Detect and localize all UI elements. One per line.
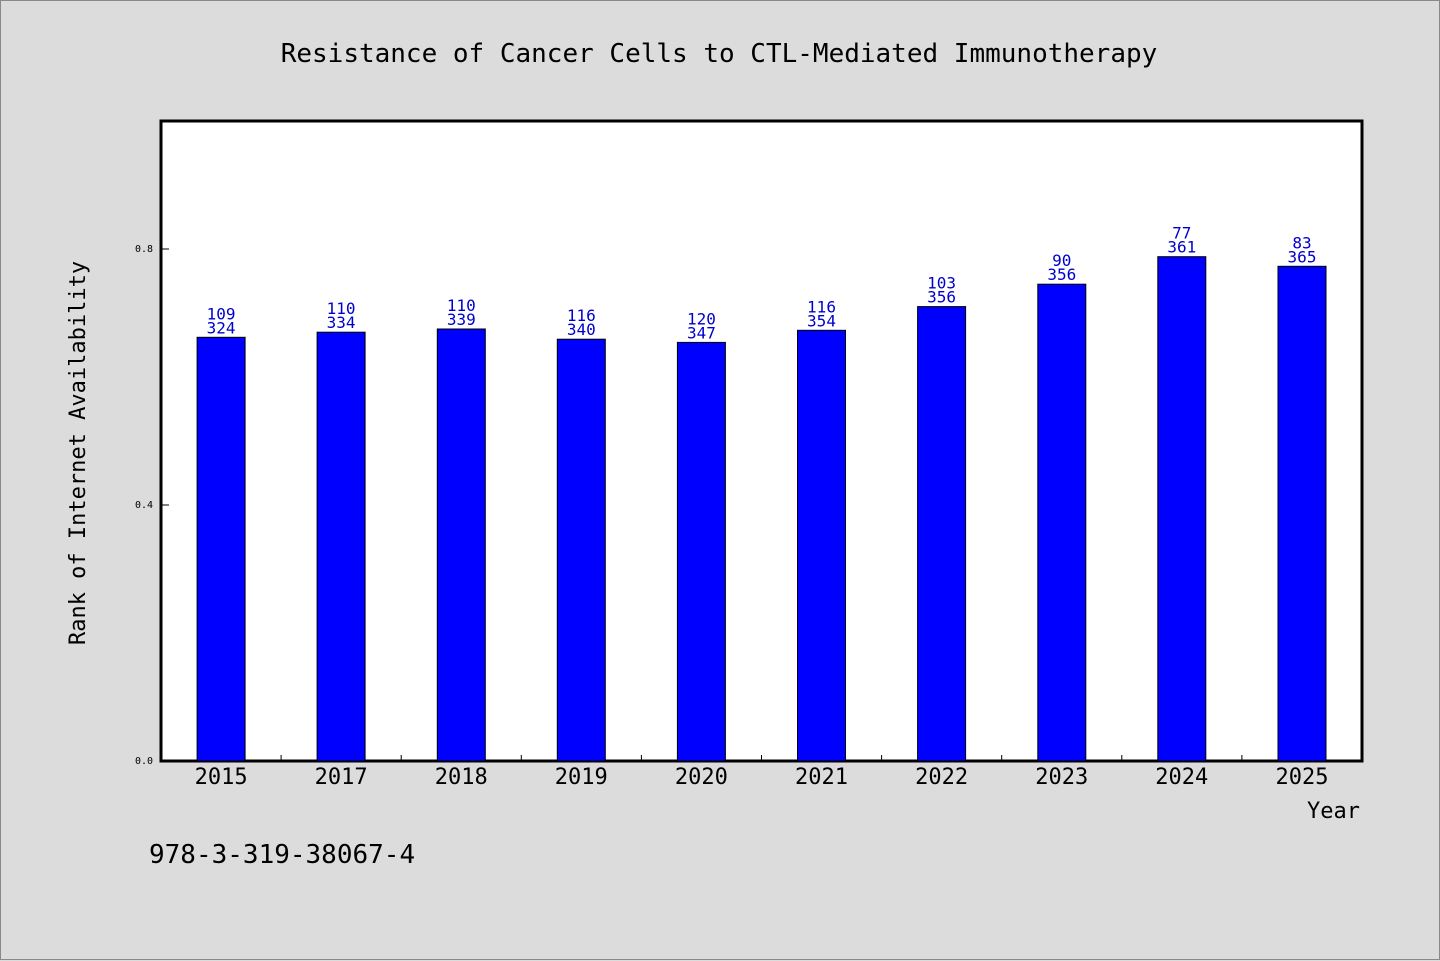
bars-group xyxy=(196,256,1327,762)
bar-label-top-2021: 116 xyxy=(807,297,836,316)
bar-2018 xyxy=(436,328,486,762)
chart-title: Resistance of Cancer Cells to CTL-Mediat… xyxy=(281,39,1158,69)
x-tick-label-2021: 2021 xyxy=(795,765,848,790)
bar-label-bottom-2015: 324 xyxy=(207,318,236,337)
y-tick-label-1: 0.4 xyxy=(135,500,153,511)
bar-label-bottom-2024: 361 xyxy=(1167,238,1196,257)
bar-2025 xyxy=(1277,265,1327,762)
bar-2022 xyxy=(917,306,967,762)
x-tick-label-2023: 2023 xyxy=(1035,765,1088,790)
x-tick-label-2024: 2024 xyxy=(1155,765,1208,790)
bar-label-bottom-2021: 354 xyxy=(807,311,836,330)
x-axis-label: Year xyxy=(1307,799,1360,824)
bar-label-top-2023: 90 xyxy=(1052,251,1071,270)
bar-label-bottom-2025: 365 xyxy=(1288,247,1317,266)
bar-2021 xyxy=(797,329,846,762)
bar-label-top-2018: 110 xyxy=(447,296,476,315)
y-axis-ticks: 0.0 0.4 0.8 xyxy=(135,244,169,767)
bar-label-bottom-2017: 334 xyxy=(327,313,356,332)
x-axis-ticks: 2015 2017 2018 2019 2020 2021 2022 2023 2024 2025 xyxy=(195,755,1329,790)
bar-label-top-2024: 77 xyxy=(1172,224,1191,243)
bar-label-top-2020: 120 xyxy=(687,309,716,328)
bar-label-bottom-2019: 340 xyxy=(567,320,596,339)
x-tick-label-2022: 2022 xyxy=(915,765,968,790)
y-axis-label: Rank of Internet Availability xyxy=(66,261,91,645)
x-tick-label-2020: 2020 xyxy=(675,765,728,790)
x-tick-label-2015: 2015 xyxy=(195,765,248,790)
bar-2017 xyxy=(316,331,366,762)
bar-label-top-2015: 109 xyxy=(207,304,236,323)
x-tick-label-2019: 2019 xyxy=(555,765,608,790)
bar-label-top-2025: 83 xyxy=(1292,233,1311,252)
bar-2024 xyxy=(1157,256,1207,762)
bar-label-top-2017: 110 xyxy=(327,299,356,318)
x-tick-label-2018: 2018 xyxy=(435,765,488,790)
bar-label-top-2019: 116 xyxy=(567,306,596,325)
bar-2023 xyxy=(1037,283,1087,762)
bar-label-bottom-2020: 347 xyxy=(687,323,716,342)
y-tick-label-0: 0.0 xyxy=(135,756,153,767)
bar-2019 xyxy=(556,338,606,762)
x-tick-label-2017: 2017 xyxy=(315,765,368,790)
bar-label-top-2022: 103 xyxy=(927,274,956,293)
bar-2020 xyxy=(676,341,726,762)
x-tick-label-2025: 2025 xyxy=(1276,765,1329,790)
y-tick-label-2: 0.8 xyxy=(135,244,153,255)
isbn-text: 978-3-319-38067-4 xyxy=(149,840,415,870)
bar-2015 xyxy=(196,336,246,762)
bar-label-bottom-2018: 339 xyxy=(447,310,476,329)
bar-label-bottom-2022: 356 xyxy=(927,288,956,307)
bar-label-bottom-2023: 356 xyxy=(1047,265,1076,284)
